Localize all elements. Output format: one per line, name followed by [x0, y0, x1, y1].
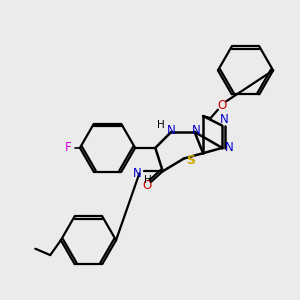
Text: H: H [157, 119, 164, 130]
Text: N: N [167, 124, 176, 137]
Text: O: O [142, 178, 152, 191]
Text: N: N [225, 141, 234, 154]
Text: S: S [186, 154, 195, 167]
Text: N: N [192, 124, 201, 137]
Text: F: F [65, 141, 71, 154]
Text: H: H [144, 175, 152, 185]
Text: N: N [220, 113, 229, 126]
Text: N: N [133, 167, 142, 180]
Text: O: O [218, 99, 227, 112]
